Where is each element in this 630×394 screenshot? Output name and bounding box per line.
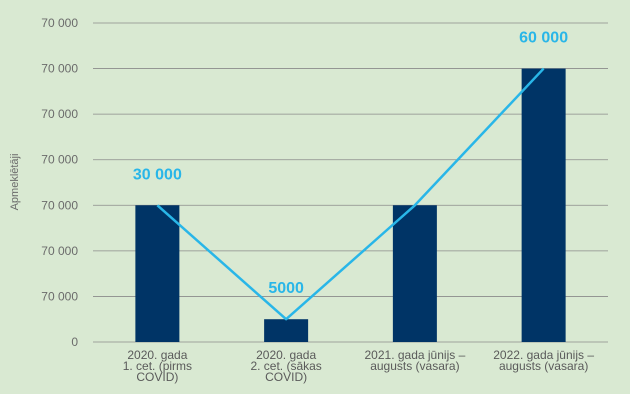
y-tick-label: 70 000 bbox=[41, 198, 78, 212]
bar bbox=[521, 68, 566, 343]
bar bbox=[264, 319, 309, 342]
x-tick-label: 2021. gada jūnijs – augusts (vasara) bbox=[365, 348, 466, 373]
bar bbox=[135, 205, 180, 342]
y-tick-label: 70 000 bbox=[41, 244, 78, 258]
data-label: 60 000 bbox=[519, 30, 568, 47]
line-series bbox=[156, 67, 545, 321]
y-axis-label: Apmeklētāji bbox=[9, 154, 21, 211]
x-tick-label: 2022. gada jūnijs – augusts (vasara) bbox=[493, 348, 594, 373]
data-label: 30 000 bbox=[133, 166, 182, 183]
data-label: 5000 bbox=[268, 280, 304, 297]
bar bbox=[392, 205, 437, 342]
y-tick-label: 70 000 bbox=[41, 107, 78, 121]
x-tick-label: 2020. gada 2. cet. (sākas COVID) bbox=[250, 348, 321, 384]
y-tick-label: 70 000 bbox=[41, 289, 78, 303]
x-tick-label: 2020. gada 1. cet. (pirms COVID) bbox=[123, 348, 192, 384]
y-tick-label: 70 000 bbox=[41, 16, 78, 30]
y-tick-label: 70 000 bbox=[41, 153, 78, 167]
y-tick-label: 0 bbox=[71, 335, 78, 349]
y-tick-label: 70 000 bbox=[41, 62, 78, 76]
